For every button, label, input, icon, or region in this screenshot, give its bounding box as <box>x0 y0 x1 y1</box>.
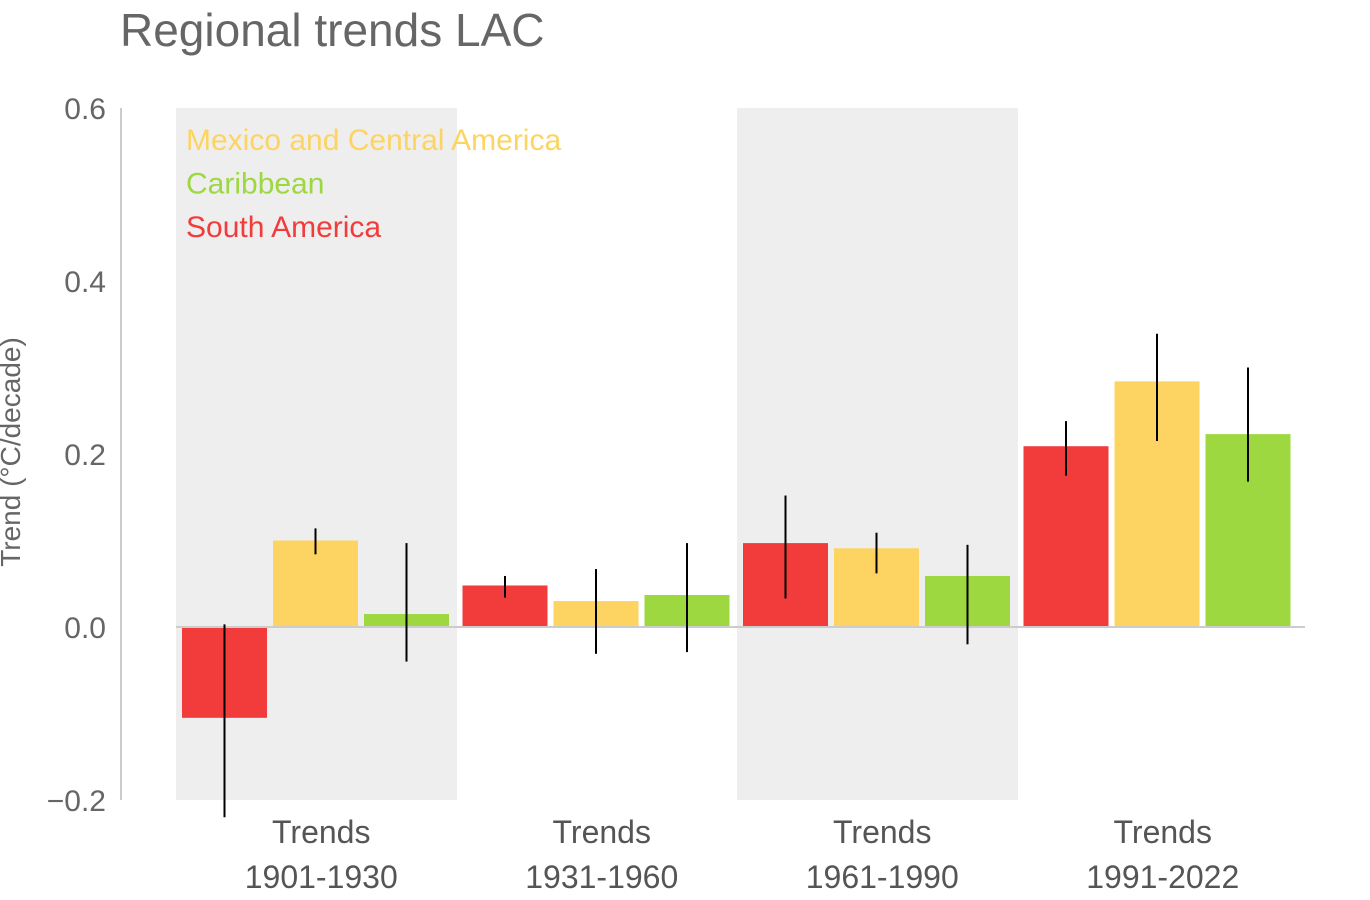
x-category-label-line2: 1961-1990 <box>806 859 959 895</box>
bar <box>273 540 358 627</box>
x-category-label-line1: Trends <box>833 814 931 850</box>
legend-entry: South America <box>186 211 381 244</box>
y-axis-label: Trend (°C/decade) <box>0 337 26 567</box>
chart-title: Regional trends LAC <box>120 4 544 56</box>
legend-entry: Mexico and Central America <box>186 124 561 157</box>
x-category-label-line1: Trends <box>1114 814 1212 850</box>
x-category-label-line2: 1991-2022 <box>1086 859 1239 895</box>
error-bars <box>223 333 1249 818</box>
x-category-label-line2: 1931-1960 <box>525 859 678 895</box>
y-tick-label: 0.4 <box>64 266 106 299</box>
x-axis-category-labels: Trends 1901-1930 Trends 1931-1960 Trends 1961… <box>245 814 1240 895</box>
period-band <box>737 108 1018 800</box>
x-category-label-line1: Trends <box>272 814 370 850</box>
y-tick-label: 0.6 <box>64 93 106 126</box>
x-category-label-line1: Trends <box>553 814 651 850</box>
y-tick-label: 0.2 <box>64 439 106 472</box>
bars <box>182 381 1291 718</box>
y-axis-ticks: −0.2 0.0 0.2 0.4 0.6 <box>47 93 106 818</box>
x-category-label-line2: 1901-1930 <box>245 859 398 895</box>
bar <box>1023 446 1109 627</box>
y-tick-label: 0.0 <box>64 612 106 645</box>
legend-entry: Caribbean <box>186 168 324 201</box>
y-tick-label: −0.2 <box>47 785 106 818</box>
legend: Mexico and Central America Caribbean South… <box>186 124 561 244</box>
